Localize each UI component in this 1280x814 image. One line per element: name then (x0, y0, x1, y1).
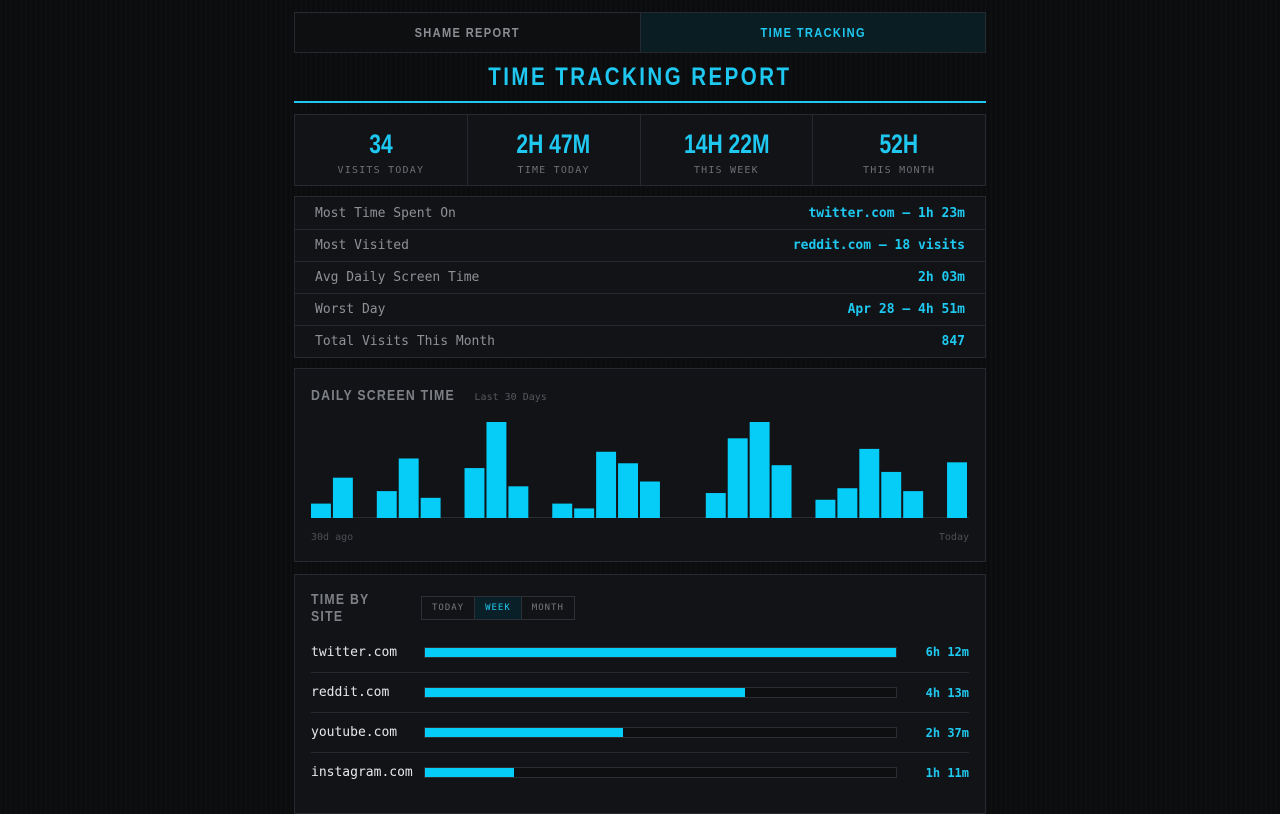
chart-bar (771, 465, 792, 518)
summary-value: reddit.com — 18 visits (792, 238, 965, 253)
stat-visits-today: 34 VISITS TODAY (295, 115, 467, 185)
site-row: reddit.com 4h 13m (311, 672, 969, 712)
summary-row-most-visited: Most Visited reddit.com — 18 visits (295, 229, 985, 261)
chart-bar (903, 491, 924, 518)
summary-label: Most Time Spent On (315, 205, 456, 221)
summary-value: 2h 03m (918, 270, 965, 285)
site-bar-track (424, 687, 897, 698)
chart-bar (815, 499, 836, 518)
site-time: 1h 11m (925, 765, 969, 780)
range-month-button[interactable]: MONTH (520, 597, 574, 619)
stat-label: TIME TODAY (517, 164, 590, 176)
summary-row-most-time: Most Time Spent On twitter.com — 1h 23m (295, 197, 985, 229)
chart-bar (420, 497, 441, 518)
site-bar-track (424, 767, 897, 778)
time-by-site-header: TIME BY SITE TODAY WEEK MONTH (311, 591, 575, 625)
daily-screen-time-chart (311, 422, 969, 518)
stat-label: VISITS TODAY (337, 164, 425, 176)
site-row: youtube.com 2h 37m (311, 712, 969, 752)
summary-table: Most Time Spent On twitter.com — 1h 23m … (294, 196, 986, 358)
site-time: 4h 13m (925, 685, 969, 700)
stat-value: 52H (879, 128, 919, 159)
site-row: instagram.com 1h 11m (311, 752, 969, 792)
stat-value: 2H 47M (516, 128, 591, 159)
summary-label: Worst Day (315, 302, 386, 317)
chart-axis-start-label: 30d ago (311, 532, 354, 543)
tab-shame-report[interactable]: SHAME REPORT (295, 13, 640, 52)
page-title: TIME TRACKING REPORT (488, 62, 792, 91)
chart-bar (574, 508, 595, 518)
chart-axis-end-label: Today (938, 532, 969, 543)
chart-bar (552, 503, 573, 518)
site-bar-fill (425, 688, 746, 697)
site-bar-fill (425, 647, 896, 657)
chart-bar (837, 488, 858, 518)
tab-bar: SHAME REPORT TIME TRACKING (294, 12, 986, 53)
summary-label: Most Visited (315, 238, 409, 253)
site-name: twitter.com (311, 644, 398, 660)
page-title-bar: TIME TRACKING REPORT (294, 53, 986, 103)
chart-bar (859, 448, 880, 518)
chart-subtitle: Last 30 Days (474, 392, 547, 403)
site-list: twitter.com 6h 12m reddit.com 4h 13m you… (311, 632, 969, 792)
site-bar-fill (425, 768, 515, 777)
stat-this-week: 14H 22M THIS WEEK (639, 115, 813, 185)
site-row: twitter.com 6h 12m (311, 632, 969, 672)
stat-time-today: 2H 47M TIME TODAY (466, 115, 640, 185)
summary-label: Avg Daily Screen Time (315, 270, 480, 285)
chart-bar (947, 462, 967, 518)
time-by-site-panel: TIME BY SITE TODAY WEEK MONTH twitter.co… (294, 574, 986, 814)
site-time: 6h 12m (925, 645, 969, 659)
chart-title: DAILY SCREEN TIME (311, 387, 455, 404)
stat-label: THIS MONTH (863, 164, 936, 176)
site-bar-fill (425, 728, 623, 737)
chart-bar (376, 491, 397, 518)
chart-bar (508, 486, 529, 518)
range-today-button[interactable]: TODAY (432, 603, 465, 613)
site-bar-track (424, 727, 897, 738)
stats-strip: 34 VISITS TODAY 2H 47M TIME TODAY 14H 22… (294, 114, 986, 186)
chart-header: DAILY SCREEN TIME Last 30 Days (311, 387, 547, 404)
chart-bar (311, 503, 331, 518)
stat-label: THIS WEEK (693, 164, 759, 176)
range-week-button[interactable]: WEEK (474, 597, 521, 619)
summary-label: Total Visits This Month (315, 334, 496, 349)
tab-time-tracking-label: TIME TRACKING (760, 25, 866, 40)
chart-bar (749, 422, 770, 518)
chart-bar (640, 481, 660, 518)
tab-shame-report-label: SHAME REPORT (414, 25, 520, 40)
summary-row-worst-day: Worst Day Apr 28 — 4h 51m (295, 293, 985, 325)
summary-value: 847 (941, 334, 965, 349)
daily-screen-time-panel: DAILY SCREEN TIME Last 30 Days 30d ago T… (294, 368, 986, 562)
summary-row-avg-daily: Avg Daily Screen Time 2h 03m (295, 261, 985, 293)
site-name: reddit.com (311, 685, 390, 700)
site-name: youtube.com (311, 725, 398, 740)
site-time: 2h 37m (925, 725, 969, 740)
chart-bar (464, 468, 485, 518)
chart-bar (881, 471, 902, 518)
stat-this-month: 52H THIS MONTH (812, 115, 985, 185)
chart-bar (727, 438, 748, 518)
site-name: instagram.com (311, 765, 413, 780)
time-by-site-title: TIME BY SITE (311, 591, 370, 625)
chart-bar (618, 463, 638, 518)
site-bar-track (424, 646, 897, 658)
tab-time-tracking[interactable]: TIME TRACKING (639, 13, 985, 52)
chart-bar (705, 493, 726, 518)
chart-bar (332, 477, 353, 518)
summary-value: Apr 28 — 4h 51m (847, 302, 965, 317)
summary-value: twitter.com — 1h 23m (808, 205, 965, 221)
stat-value: 14H 22M (683, 128, 770, 159)
report-container: SHAME REPORT TIME TRACKING TIME TRACKING… (294, 12, 986, 814)
chart-bar (486, 422, 507, 518)
stat-value: 34 (369, 128, 393, 159)
range-selector: TODAY WEEK MONTH (421, 596, 575, 620)
chart-bar (398, 458, 419, 518)
chart-bar (596, 451, 617, 518)
summary-row-total-visits: Total Visits This Month 847 (295, 325, 985, 357)
